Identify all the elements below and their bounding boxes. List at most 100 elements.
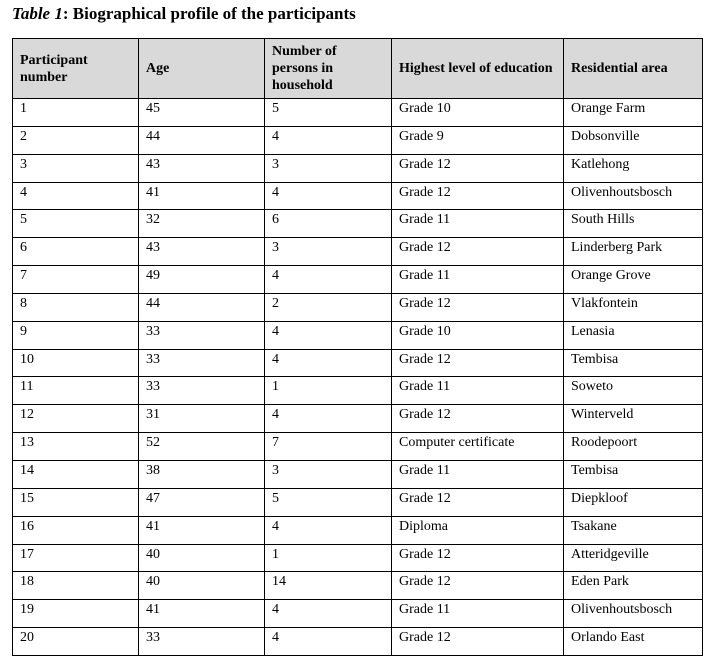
table-row: 14 38 3 Grade 11 Tembisa [12,459,703,489]
cell-residential-area: Eden Park [563,571,703,601]
cell-age: 33 [138,320,265,350]
cell-household-size: 1 [264,543,392,573]
cell-participant-number: 8 [12,292,139,322]
cell-household-size: 4 [264,404,392,434]
cell-age: 45 [138,98,265,127]
cell-participant-number: 3 [12,153,139,183]
table-row: 3 43 3 Grade 12 Katlehong [12,153,703,183]
table-row: 19 41 4 Grade 11 Olivenhoutsbosch [12,599,703,629]
cell-education: Grade 11 [391,599,564,629]
cell-education: Grade 9 [391,125,564,155]
cell-household-size: 4 [264,181,392,211]
cell-education: Grade 12 [391,627,564,656]
cell-household-size: 5 [264,98,392,127]
cell-participant-number: 13 [12,432,139,461]
cell-household-size: 4 [264,125,392,155]
cell-age: 41 [138,181,265,211]
cell-residential-area: Tembisa [563,348,703,378]
cell-education: Grade 10 [391,320,564,350]
table-row: 17 40 1 Grade 12 Atteridgeville [12,543,703,573]
cell-participant-number: 6 [12,237,139,267]
cell-education: Grade 12 [391,404,564,434]
cell-education: Grade 12 [391,487,564,517]
cell-household-size: 14 [264,571,392,601]
column-header-age: Age [138,38,265,99]
cell-residential-area: Dobsonville [563,125,703,155]
cell-education: Grade 12 [391,543,564,573]
cell-age: 33 [138,348,265,378]
cell-household-size: 4 [264,627,392,656]
cell-education: Computer certificate [391,432,564,461]
cell-residential-area: Lenasia [563,320,703,350]
cell-residential-area: Winterveld [563,404,703,434]
cell-participant-number: 1 [12,98,139,127]
cell-age: 32 [138,209,265,239]
cell-residential-area: Soweto [563,376,703,406]
cell-participant-number: 15 [12,487,139,517]
column-header-household-size: Number of persons in household [264,38,392,99]
cell-participant-number: 20 [12,627,139,656]
cell-participant-number: 12 [12,404,139,434]
cell-household-size: 7 [264,432,392,461]
cell-household-size: 4 [264,515,392,545]
cell-age: 41 [138,515,265,545]
cell-participant-number: 9 [12,320,139,350]
cell-residential-area: Orlando East [563,627,703,656]
table-row: 18 40 14 Grade 12 Eden Park [12,571,703,601]
cell-household-size: 3 [264,237,392,267]
cell-education: Grade 12 [391,571,564,601]
table-row: 10 33 4 Grade 12 Tembisa [12,348,703,378]
cell-participant-number: 5 [12,209,139,239]
cell-education: Grade 11 [391,459,564,489]
cell-participant-number: 17 [12,543,139,573]
column-header-education: Highest level of education [391,38,564,99]
cell-education: Grade 10 [391,98,564,127]
table-row: 15 47 5 Grade 12 Diepkloof [12,487,703,517]
cell-age: 49 [138,265,265,294]
cell-household-size: 6 [264,209,392,239]
cell-household-size: 4 [264,320,392,350]
column-header-residential-area: Residential area [563,38,703,99]
cell-education: Grade 12 [391,237,564,267]
header-row: Participant number Age Number of persons i… [12,38,703,99]
table-row: 6 43 3 Grade 12 Linderberg Park [12,237,703,267]
cell-participant-number: 19 [12,599,139,629]
cell-household-size: 1 [264,376,392,406]
cell-education: Grade 12 [391,292,564,322]
table-caption: Table 1: Biographical profile of the par… [12,4,356,24]
cell-age: 38 [138,459,265,489]
cell-education: Grade 12 [391,348,564,378]
cell-residential-area: Katlehong [563,153,703,183]
cell-participant-number: 11 [12,376,139,406]
cell-residential-area: Orange Grove [563,265,703,294]
cell-household-size: 2 [264,292,392,322]
table-row: 1 45 5 Grade 10 Orange Farm [12,98,703,127]
cell-household-size: 4 [264,265,392,294]
cell-age: 33 [138,627,265,656]
cell-residential-area: Atteridgeville [563,543,703,573]
table-row: 7 49 4 Grade 11 Orange Grove [12,265,703,294]
table-label: Table 1 [12,4,63,23]
cell-residential-area: Olivenhoutsbosch [563,599,703,629]
cell-household-size: 3 [264,459,392,489]
cell-household-size: 3 [264,153,392,183]
table-row: 5 32 6 Grade 11 South Hills [12,209,703,239]
cell-age: 43 [138,237,265,267]
cell-participant-number: 2 [12,125,139,155]
cell-household-size: 4 [264,599,392,629]
cell-age: 47 [138,487,265,517]
cell-age: 40 [138,571,265,601]
cell-participant-number: 4 [12,181,139,211]
cell-household-size: 4 [264,348,392,378]
table-row: 11 33 1 Grade 11 Soweto [12,376,703,406]
cell-participant-number: 14 [12,459,139,489]
cell-education: Grade 12 [391,181,564,211]
cell-education: Grade 11 [391,265,564,294]
cell-participant-number: 16 [12,515,139,545]
cell-age: 31 [138,404,265,434]
column-header-participant-number: Participant number [12,38,139,99]
table-row: 4 41 4 Grade 12 Olivenhoutsbosch [12,181,703,211]
cell-residential-area: Roodepoort [563,432,703,461]
table-row: 8 44 2 Grade 12 Vlakfontein [12,292,703,322]
cell-age: 44 [138,125,265,155]
